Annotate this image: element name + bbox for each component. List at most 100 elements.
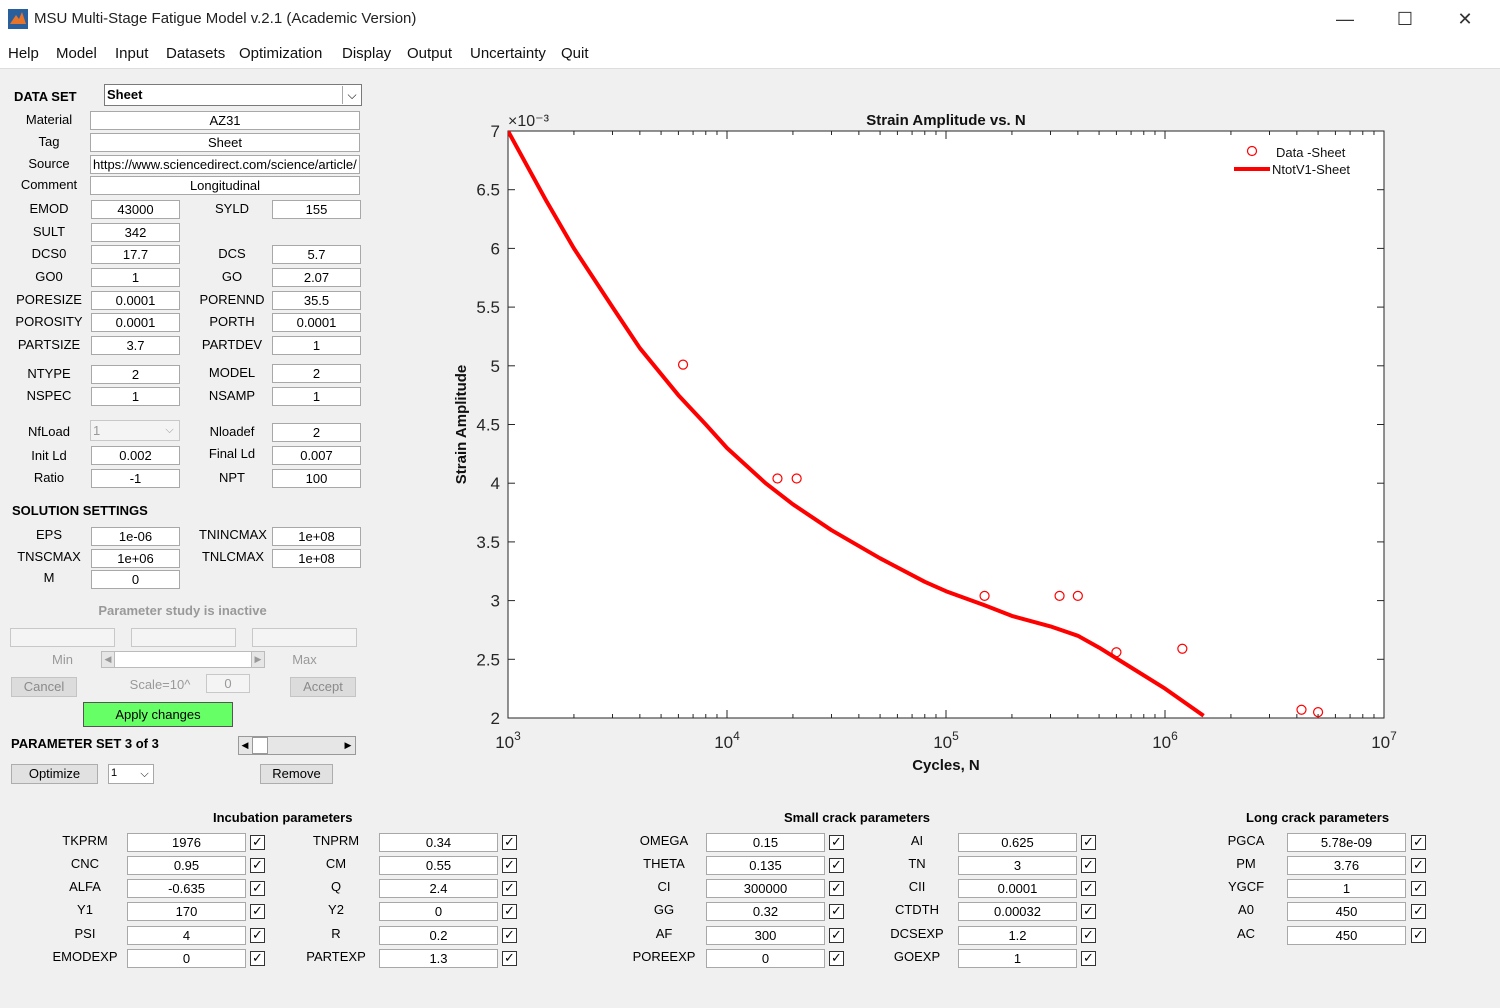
gg-field[interactable]: 0.32 [706,902,825,921]
ac-field[interactable]: 450 [1287,926,1406,945]
eps-field[interactable]: 1e-06 [91,527,180,546]
parameter-set-slider-thumb[interactable] [252,737,268,754]
nspec-field[interactable]: 1 [91,387,180,406]
omega-checkbox[interactable]: ✓ [829,835,844,850]
ac-checkbox[interactable]: ✓ [1411,928,1426,943]
ctdth-field[interactable]: 0.00032 [958,902,1077,921]
menu-model[interactable]: Model [56,45,97,62]
y2-field[interactable]: 0 [379,902,498,921]
alfa-checkbox[interactable]: ✓ [250,881,265,896]
initld-field[interactable]: 0.002 [91,446,180,465]
tnscmax-field[interactable]: 1e+06 [91,549,180,568]
poreexp-field[interactable]: 0 [706,949,825,968]
remove-button[interactable]: Remove [260,764,333,784]
partdev-field[interactable]: 1 [272,336,361,355]
omega-field[interactable]: 0.15 [706,833,825,852]
ai-checkbox[interactable]: ✓ [1081,835,1096,850]
poresize-field[interactable]: 0.0001 [91,291,180,310]
syld-field[interactable]: 155 [272,200,361,219]
tnprm-checkbox[interactable]: ✓ [502,835,517,850]
menu-output[interactable]: Output [407,45,453,62]
cm-checkbox[interactable]: ✓ [502,858,517,873]
af-checkbox[interactable]: ✓ [829,928,844,943]
finalld-field[interactable]: 0.007 [272,446,361,465]
sult-field[interactable]: 342 [91,223,180,242]
arrow-right-icon[interactable]: ▶ [344,740,352,750]
ygcf-checkbox[interactable]: ✓ [1411,881,1426,896]
pgca-checkbox[interactable]: ✓ [1411,835,1426,850]
nloadef-field[interactable]: 2 [272,423,361,442]
ygcf-field[interactable]: 1 [1287,879,1406,898]
partsize-field[interactable]: 3.7 [91,336,180,355]
cii-field[interactable]: 0.0001 [958,879,1077,898]
tkprm-field[interactable]: 1976 [127,833,246,852]
a0-field[interactable]: 450 [1287,902,1406,921]
af-field[interactable]: 300 [706,926,825,945]
npt-field[interactable]: 100 [272,469,361,488]
menu-input[interactable]: Input [115,45,149,62]
material-field[interactable]: AZ31 [90,111,360,130]
y1-field[interactable]: 170 [127,902,246,921]
porth-field[interactable]: 0.0001 [272,313,361,332]
y1-checkbox[interactable]: ✓ [250,904,265,919]
pm-field[interactable]: 3.76 [1287,856,1406,875]
nsamp-field[interactable]: 1 [272,387,361,406]
r-field[interactable]: 0.2 [379,926,498,945]
maximize-button[interactable]: ☐ [1396,8,1414,29]
q-field[interactable]: 2.4 [379,879,498,898]
m-field[interactable]: 0 [91,570,180,589]
ntype-field[interactable]: 2 [91,365,180,384]
dcsexp-checkbox[interactable]: ✓ [1081,928,1096,943]
porosity-field[interactable]: 0.0001 [91,313,180,332]
goexp-field[interactable]: 1 [958,949,1077,968]
porennd-field[interactable]: 35.5 [272,291,361,310]
model-field[interactable]: 2 [272,364,361,383]
menu-uncertainty[interactable]: Uncertainty [470,45,546,62]
pm-checkbox[interactable]: ✓ [1411,858,1426,873]
dcs-field[interactable]: 5.7 [272,245,361,264]
ratio-field[interactable]: -1 [91,469,180,488]
ctdth-checkbox[interactable]: ✓ [1081,904,1096,919]
tnprm-field[interactable]: 0.34 [379,833,498,852]
psi-checkbox[interactable]: ✓ [250,928,265,943]
poreexp-checkbox[interactable]: ✓ [829,951,844,966]
optimize-button[interactable]: Optimize [11,764,98,784]
minimize-button[interactable]: — [1336,8,1354,29]
psi-field[interactable]: 4 [127,926,246,945]
ci-field[interactable]: 300000 [706,879,825,898]
menu-datasets[interactable]: Datasets [166,45,226,62]
go0-field[interactable]: 1 [91,268,180,287]
dataset-select[interactable]: Sheet [104,84,362,106]
emodexp-checkbox[interactable]: ✓ [250,951,265,966]
goexp-checkbox[interactable]: ✓ [1081,951,1096,966]
tag-field[interactable]: Sheet [90,133,360,152]
cnc-checkbox[interactable]: ✓ [250,858,265,873]
tkprm-checkbox[interactable]: ✓ [250,835,265,850]
menu-optimization[interactable]: Optimization [239,45,323,62]
cii-checkbox[interactable]: ✓ [1081,881,1096,896]
ai-field[interactable]: 0.625 [958,833,1077,852]
q-checkbox[interactable]: ✓ [502,881,517,896]
pgca-field[interactable]: 5.78e-09 [1287,833,1406,852]
close-button[interactable]: ✕ [1457,8,1473,29]
emod-field[interactable]: 43000 [91,200,180,219]
y2-checkbox[interactable]: ✓ [502,904,517,919]
chevron-down-icon[interactable]: ⌵ [140,768,149,780]
source-field[interactable]: https://www.sciencedirect.com/science/ar… [90,155,360,174]
cm-field[interactable]: 0.55 [379,856,498,875]
ci-checkbox[interactable]: ✓ [829,881,844,896]
apply-changes-button[interactable]: Apply changes [83,702,233,727]
gg-checkbox[interactable]: ✓ [829,904,844,919]
r-checkbox[interactable]: ✓ [502,928,517,943]
a0-checkbox[interactable]: ✓ [1411,904,1426,919]
chevron-down-icon[interactable]: ⌵ [342,86,361,104]
menu-help[interactable]: Help [8,45,39,62]
theta-checkbox[interactable]: ✓ [829,858,844,873]
tn-checkbox[interactable]: ✓ [1081,858,1096,873]
cnc-field[interactable]: 0.95 [127,856,246,875]
dcs0-field[interactable]: 17.7 [91,245,180,264]
menu-display[interactable]: Display [342,45,392,62]
arrow-left-icon[interactable]: ◀ [241,740,249,750]
dcsexp-field[interactable]: 1.2 [958,926,1077,945]
go-field[interactable]: 2.07 [272,268,361,287]
